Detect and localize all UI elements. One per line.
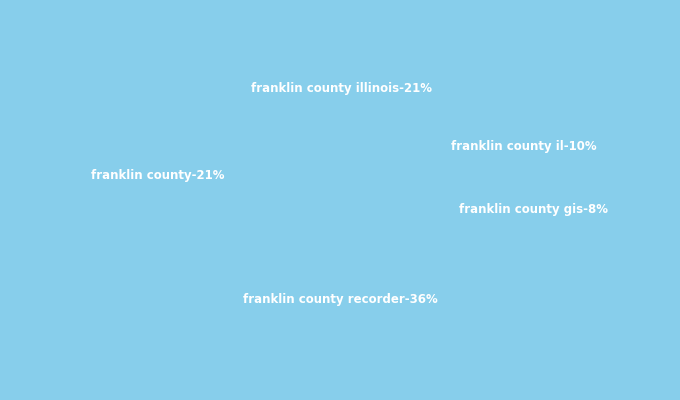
Text: franklin county recorder-36%: franklin county recorder-36% — [243, 293, 437, 306]
Text: franklin county illinois-21%: franklin county illinois-21% — [252, 82, 432, 95]
Text: franklin county-21%: franklin county-21% — [91, 168, 225, 182]
Text: franklin county gis-8%: franklin county gis-8% — [459, 203, 608, 216]
Text: franklin county il-10%: franklin county il-10% — [452, 140, 597, 153]
